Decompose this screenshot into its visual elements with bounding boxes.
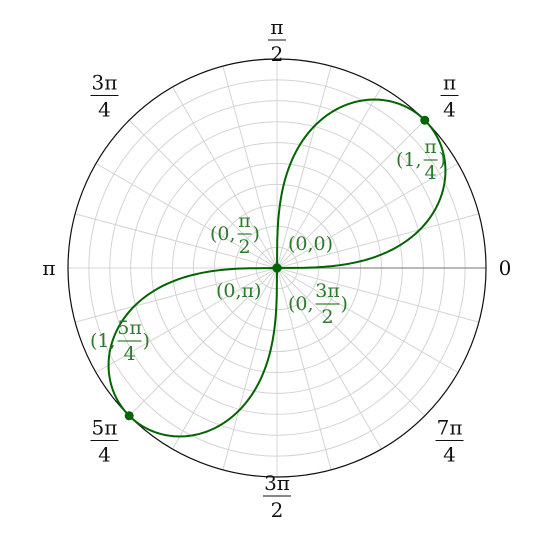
point-label-denominator: 2	[322, 306, 334, 328]
marked-point-dot	[420, 116, 429, 125]
angle-label: π2	[268, 15, 286, 66]
angle-label: 5π4	[90, 416, 118, 467]
point-label: (1,5π 4)	[90, 317, 150, 365]
point-label-text: (1,	[396, 149, 422, 171]
angle-label: π	[42, 256, 55, 280]
point-label-numerator: π	[424, 136, 437, 158]
point-label-text: (0,	[288, 293, 314, 315]
point-label-numerator: π	[238, 210, 251, 232]
angle-label-numerator: 7π	[437, 416, 463, 440]
angle-label-numerator: π	[270, 15, 283, 39]
point-label: (0,π 2)	[210, 210, 260, 258]
angle-label-text: π	[42, 256, 55, 280]
grid-spoke	[277, 268, 458, 373]
angle-label-text: 0	[499, 256, 512, 280]
angle-label-denominator: 4	[98, 443, 111, 467]
point-label: (0,π)	[216, 280, 261, 302]
point-label-close: )	[439, 149, 446, 171]
point-label-text: (0,	[210, 223, 236, 245]
point-label-denominator: 4	[425, 162, 437, 184]
angle-label-numerator: 5π	[92, 416, 118, 440]
point-label: (1,π 4)	[396, 136, 446, 184]
point-label: (0,0)	[288, 233, 333, 255]
point-label: (0,3π 2)	[288, 280, 348, 328]
angle-label: 0	[499, 256, 512, 280]
point-label-close: )	[341, 293, 348, 315]
angle-label-numerator: π	[443, 70, 456, 94]
point-label-text: (0,π)	[216, 280, 261, 302]
angle-label-numerator: 3π	[92, 70, 118, 94]
point-label-text: (1,	[90, 330, 116, 352]
point-label-numerator: 3π	[315, 280, 340, 302]
point-label-close: )	[143, 330, 150, 352]
angle-label-denominator: 4	[443, 443, 456, 467]
point-label-denominator: 2	[239, 236, 251, 258]
angle-label: 7π4	[436, 416, 464, 467]
marked-point-dot	[273, 264, 282, 273]
angle-label-denominator: 4	[98, 97, 111, 121]
angle-label-denominator: 4	[443, 97, 456, 121]
angle-label-denominator: 2	[271, 498, 284, 522]
angle-label-denominator: 2	[271, 42, 284, 66]
grid-spoke	[129, 120, 277, 268]
angle-label: 3π4	[90, 70, 118, 121]
angle-label: 3π2	[263, 471, 291, 522]
grid-spoke	[277, 268, 425, 416]
marked-point-dot	[125, 411, 134, 420]
angle-label: π4	[441, 70, 459, 121]
point-label-text: (0,0)	[288, 233, 333, 255]
point-label-numerator: 5π	[117, 317, 142, 339]
angle-label-numerator: 3π	[264, 471, 290, 495]
point-label-close: )	[253, 223, 260, 245]
point-label-denominator: 4	[124, 343, 136, 365]
